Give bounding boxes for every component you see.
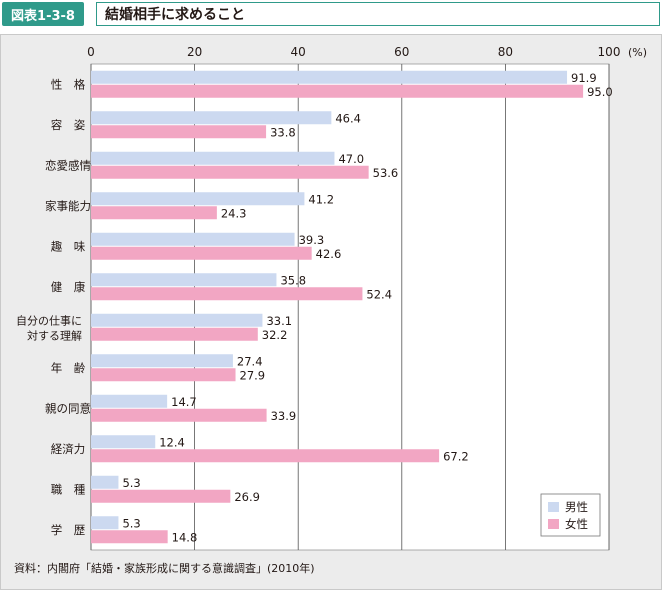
data-label-male: 12.4 bbox=[159, 435, 185, 449]
data-label-female: 27.9 bbox=[240, 368, 266, 382]
bar-male bbox=[91, 192, 305, 206]
category-label: 親の同意 bbox=[45, 401, 91, 415]
bar-female bbox=[91, 489, 231, 503]
x-tick-label: 80 bbox=[498, 45, 513, 59]
legend-label-female: 女性 bbox=[565, 517, 588, 531]
category-label: 恋愛感情 bbox=[45, 158, 91, 172]
bar-female bbox=[91, 165, 369, 179]
bar-female bbox=[91, 530, 168, 544]
data-label-female: 95.0 bbox=[587, 85, 613, 99]
bar-male bbox=[91, 273, 277, 287]
x-tick-label: 20 bbox=[187, 45, 202, 59]
category-label: 年 齢 bbox=[51, 361, 86, 375]
data-label-male: 41.2 bbox=[308, 192, 334, 206]
category-label: 家事能力 bbox=[45, 199, 91, 213]
data-label-female: 32.2 bbox=[262, 328, 288, 342]
data-label-male: 39.3 bbox=[299, 233, 325, 247]
bar-female bbox=[91, 246, 312, 260]
bar-female bbox=[91, 287, 363, 301]
category-label: 職 種 bbox=[51, 482, 86, 496]
data-label-female: 67.2 bbox=[443, 449, 469, 463]
data-label-male: 5.3 bbox=[122, 516, 140, 530]
category-label: 経済力 bbox=[51, 442, 86, 456]
data-label-female: 52.4 bbox=[366, 287, 392, 301]
category-label: 自分の仕事に bbox=[16, 314, 82, 327]
unit-label: (%) bbox=[628, 46, 647, 59]
bar-female bbox=[91, 206, 217, 220]
bar-male bbox=[91, 232, 295, 246]
x-tick-label: 60 bbox=[394, 45, 409, 59]
bar-male bbox=[91, 354, 233, 368]
bar-male bbox=[91, 70, 568, 84]
plot-area bbox=[90, 63, 610, 551]
bar-male bbox=[91, 516, 119, 530]
data-label-male: 5.3 bbox=[122, 476, 140, 490]
category-label: 性 格 bbox=[51, 77, 86, 91]
bar-female bbox=[91, 84, 584, 98]
bar-female bbox=[91, 408, 267, 422]
bar-male bbox=[91, 394, 168, 408]
data-label-female: 42.6 bbox=[316, 247, 342, 261]
x-tick-label: 100 bbox=[598, 45, 621, 59]
category-label: 健 康 bbox=[51, 280, 86, 294]
bar-male bbox=[91, 475, 119, 489]
bar-male bbox=[91, 151, 335, 165]
data-label-male: 46.4 bbox=[335, 111, 361, 125]
bar-female bbox=[91, 449, 440, 463]
bar-male bbox=[91, 435, 156, 449]
figure-label: 図表1-3-8 bbox=[2, 2, 84, 26]
data-label-female: 26.9 bbox=[234, 490, 260, 504]
x-tick-label: 40 bbox=[291, 45, 306, 59]
bar-female bbox=[91, 327, 258, 341]
legend-swatch-male bbox=[548, 502, 559, 512]
data-label-female: 53.6 bbox=[373, 166, 399, 180]
bar-male bbox=[91, 111, 332, 125]
data-label-female: 33.8 bbox=[270, 125, 296, 139]
data-label-female: 14.8 bbox=[172, 530, 198, 544]
figure-title: 結婚相手に求めること bbox=[96, 2, 660, 26]
source-note: 資料：内閣府「結婚・家族形成に関する意識調査」(2010年) bbox=[14, 562, 315, 575]
x-tick-label: 0 bbox=[87, 45, 95, 59]
data-label-male: 33.1 bbox=[266, 314, 292, 328]
category-label: 趣 味 bbox=[51, 239, 86, 253]
category-label: 対する理解 bbox=[27, 328, 82, 342]
legend-label-male: 男性 bbox=[565, 500, 588, 514]
data-label-male: 47.0 bbox=[338, 152, 364, 166]
legend-swatch-female bbox=[548, 519, 559, 529]
bar-male bbox=[91, 313, 263, 327]
bar-female bbox=[91, 368, 236, 382]
data-label-male: 14.7 bbox=[171, 395, 197, 409]
data-label-male: 35.8 bbox=[280, 273, 306, 287]
bar-female bbox=[91, 125, 267, 139]
category-label: 容 姿 bbox=[51, 118, 86, 132]
figure-header: 図表1-3-8 結婚相手に求めること bbox=[0, 0, 662, 28]
category-label: 学 歴 bbox=[51, 523, 86, 537]
data-label-male: 91.9 bbox=[571, 71, 597, 85]
data-label-female: 33.9 bbox=[271, 409, 297, 423]
data-label-female: 24.3 bbox=[221, 206, 247, 220]
data-label-male: 27.4 bbox=[237, 354, 263, 368]
